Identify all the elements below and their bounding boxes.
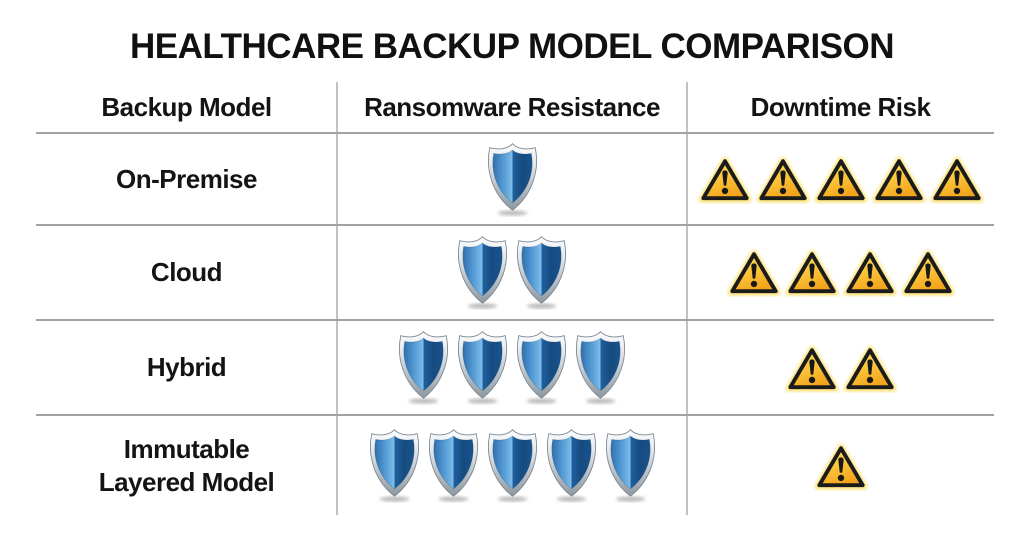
shield-icon xyxy=(425,428,482,503)
warning-triangle-icon xyxy=(813,441,869,491)
shield-icon xyxy=(366,428,423,503)
table-row: Cloud xyxy=(36,225,994,319)
warning-triangle-icon xyxy=(697,154,753,204)
model-label: Hybrid xyxy=(146,352,227,382)
header-divider xyxy=(36,132,994,134)
column-header-downtime-risk: Downtime Risk xyxy=(750,91,931,122)
shield-icon xyxy=(513,235,570,310)
warning-triangle-icon xyxy=(784,247,840,297)
warning-triangle-icon xyxy=(813,154,869,204)
table-row: Hybrid xyxy=(36,321,994,414)
row-divider xyxy=(36,319,994,321)
page-title: HEALTHCARE BACKUP MODEL COMPARISON xyxy=(129,27,895,66)
shield-icon xyxy=(513,330,570,405)
downtime-risk-cell xyxy=(687,225,994,319)
model-label: Immutable Layered Model xyxy=(98,433,275,497)
ransomware-resistance-cell xyxy=(337,225,687,319)
shield-icon xyxy=(602,428,659,503)
warning-triangle-icon xyxy=(929,154,985,204)
column-divider xyxy=(686,82,688,515)
warning-triangle-icon xyxy=(871,154,927,204)
model-cell: On-Premise xyxy=(36,134,337,224)
warning-triangle-icon xyxy=(842,247,898,297)
model-cell: Hybrid xyxy=(36,321,337,414)
warning-triangle-icon xyxy=(784,343,840,393)
model-label: Cloud xyxy=(150,256,223,287)
warning-triangle-icon xyxy=(900,247,956,297)
shield-icon xyxy=(395,330,452,405)
row-divider xyxy=(36,224,994,226)
shield-icon xyxy=(454,330,511,405)
column-header-ransomware-resistance: Ransomware Resistance xyxy=(364,91,660,122)
shield-icon xyxy=(543,428,600,503)
ransomware-resistance-cell xyxy=(337,134,687,224)
model-label: On-Premise xyxy=(116,163,257,194)
table-row: On-Premise xyxy=(36,134,994,224)
shield-icon xyxy=(484,142,541,217)
ransomware-resistance-cell xyxy=(337,321,687,414)
table-header: Backup Model Ransomware Resistance Downt… xyxy=(36,82,994,132)
downtime-risk-cell xyxy=(687,134,994,224)
shield-icon xyxy=(484,428,541,503)
shield-icon xyxy=(454,235,511,310)
shield-icon xyxy=(572,330,629,405)
column-header-backup-model: Backup Model xyxy=(101,91,272,122)
model-cell: Immutable Layered Model xyxy=(36,416,337,515)
table-row: Immutable Layered Model xyxy=(36,416,994,515)
model-cell: Cloud xyxy=(36,225,337,319)
column-divider xyxy=(336,82,338,515)
warning-triangle-icon xyxy=(726,247,782,297)
ransomware-resistance-cell xyxy=(337,416,687,515)
warning-triangle-icon xyxy=(755,154,811,204)
downtime-risk-cell xyxy=(687,416,994,515)
downtime-risk-cell xyxy=(687,321,994,414)
row-divider xyxy=(36,414,994,416)
warning-triangle-icon xyxy=(842,343,898,393)
